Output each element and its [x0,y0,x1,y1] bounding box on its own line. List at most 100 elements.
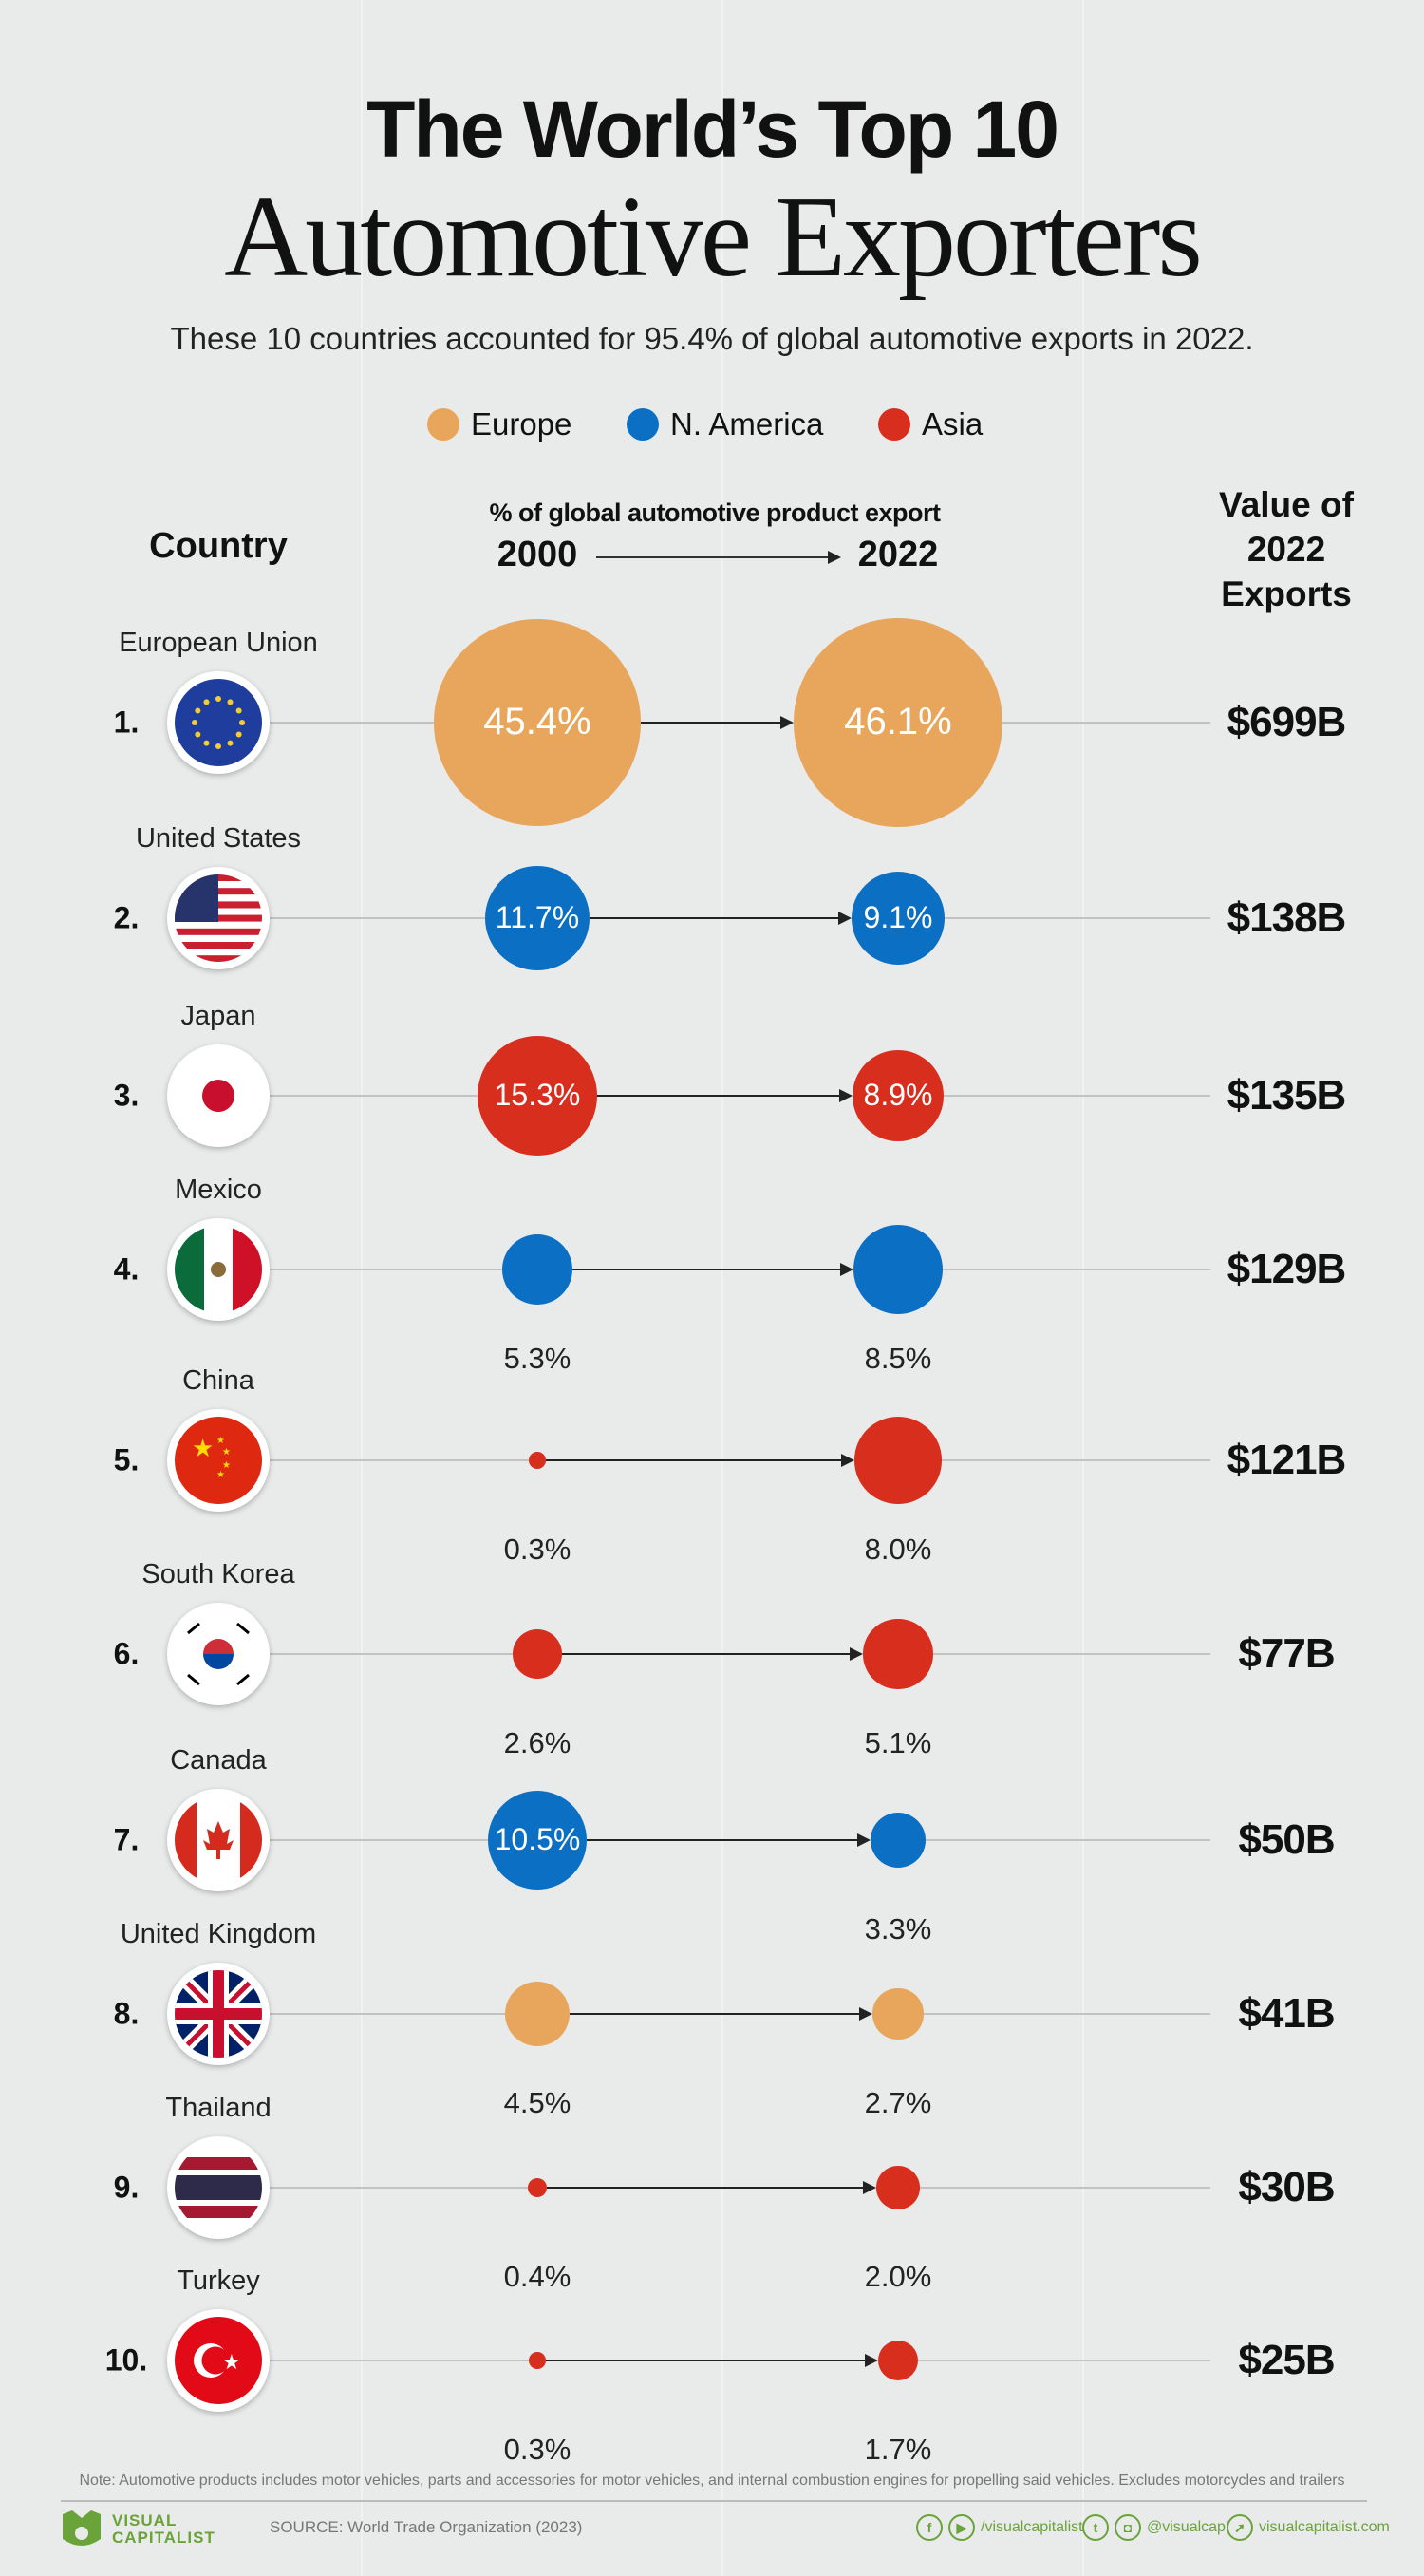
twitter-icon[interactable]: t [1082,2514,1109,2541]
legend-label: Europe [471,406,572,442]
row-connector-line [941,1459,1210,1461]
bubble-2022 [870,1812,927,1869]
social-handle[interactable]: @visualcap [1147,2519,1226,2535]
row-connector-line [270,1269,502,1270]
country-name: United States [135,823,302,854]
social-twitter-instagram[interactable]: t ◘ @visualcap [1082,2514,1226,2541]
pct-label-2000: 0.3% [503,1532,571,1566]
export-value: $41B [1238,1990,1335,2037]
bubble-2022 [854,1417,942,1504]
row-connector-line [270,722,434,724]
change-arrow-line [587,1839,857,1841]
rank-number: 4. [113,1251,140,1287]
logo-icon [63,2510,101,2546]
pct-label-2000: 15.3% [494,1078,581,1113]
header-arrow [596,556,829,558]
bubble-2000 [504,1981,571,2047]
flag-th-icon [167,2136,270,2239]
bubble-2022 [877,2340,919,2381]
svg-text:★: ★ [222,1460,231,1471]
bubble-2022: 8.9% [852,1049,945,1142]
change-arrow-head [864,2354,878,2367]
pct-label-2022: 8.0% [864,1532,932,1566]
row-connector-line [270,2187,528,2189]
export-value: $121B [1227,1437,1347,1483]
legend-label: N. America [670,406,824,442]
svg-text:★: ★ [192,1434,214,1462]
change-arrow-head [780,716,794,729]
row-connector-line [270,1839,488,1841]
change-arrow-head [859,2007,873,2021]
row-connector-line [270,2013,505,2015]
bubble-2000: 11.7% [484,865,590,971]
bubble-2022: 9.1% [852,872,945,965]
header-value-line: Exports [1221,574,1352,613]
change-arrow-line [547,2187,864,2189]
export-value: $699B [1227,699,1347,745]
export-value: $138B [1227,894,1347,941]
pct-label-2000: 11.7% [495,900,580,935]
flag-jp-icon [167,1044,270,1147]
source-text: SOURCE: World Trade Organization (2023) [270,2518,583,2536]
legend-item-asia: Asia [878,406,983,442]
rank-number: 6. [113,1636,140,1671]
pct-label-2000: 45.4% [483,701,591,743]
rank-number: 5. [113,1442,140,1477]
change-arrow-line [641,722,780,724]
row-connector-line [270,1459,530,1461]
footer-divider [61,2500,1367,2502]
bubble-2000: 10.5% [487,1790,588,1890]
header-metric: % of global automotive product export [489,498,941,527]
country-name: European Union [119,628,318,658]
website-url[interactable]: visualcapitalist.com [1259,2519,1390,2535]
export-value: $77B [1238,1630,1335,1677]
rank-number: 8. [113,1996,140,2031]
bubble-2022 [872,1988,924,2040]
row-connector-line [943,1269,1210,1270]
pct-label-2000: 0.3% [503,2433,571,2466]
rank-number: 9. [113,2170,140,2205]
title-line-1: The World’s Top 10 [366,85,1059,174]
pct-label-2022: 3.3% [864,1912,932,1946]
export-value: $129B [1227,1246,1347,1292]
change-arrow-head [838,912,853,925]
flag-mx-icon [167,1218,270,1321]
subtitle: These 10 countries accounted for 95.4% o… [170,321,1254,356]
background-texture [1082,0,1084,2576]
legend-swatch [427,408,459,441]
facebook-icon[interactable]: f [916,2514,943,2541]
legend-item-europe: Europe [427,406,571,442]
website-link[interactable]: ➚ visualcapitalist.com [1227,2514,1390,2541]
visual-capitalist-logo[interactable]: VISUAL CAPITALIST [59,2510,215,2548]
youtube-icon[interactable]: ▶ [948,2514,975,2541]
change-arrow-head [839,1263,853,1276]
country-name: Canada [170,1745,267,1776]
export-value: $30B [1238,2164,1335,2210]
rank-number: 2. [113,900,140,935]
background-texture [361,0,363,2576]
country-name: Mexico [175,1175,262,1205]
row-connector-line [270,1095,478,1097]
bubble-2000 [529,2352,546,2369]
flag-ca-icon [167,1789,270,1891]
export-value: $25B [1238,2337,1335,2383]
pct-label-2000: 4.5% [503,2086,571,2119]
pct-label-2000: 2.6% [503,1726,571,1759]
rank-number: 3. [113,1078,140,1113]
instagram-icon[interactable]: ◘ [1115,2514,1141,2541]
logo-text: CAPITALIST [112,2529,215,2547]
social-handle[interactable]: /visualcapitalist [981,2519,1083,2535]
pct-label-2022: 2.0% [864,2260,932,2293]
pct-label-2000: 0.4% [503,2260,571,2293]
social-facebook-youtube[interactable]: f ▶ /visualcapitalist [916,2514,1083,2541]
row-connector-line [270,1653,513,1655]
pct-label-2022: 5.1% [864,1726,932,1759]
header-year-2022: 2022 [857,535,939,574]
change-arrow-line [545,2360,865,2361]
background-texture [721,0,723,2576]
header-value: Value of 2022 Exports [1219,482,1354,616]
header-value-line: Value of [1219,485,1354,524]
row-connector-line [1002,722,1210,724]
country-name: Turkey [177,2266,260,2296]
footnote: Note: Automotive products includes motor… [79,2473,1345,2489]
